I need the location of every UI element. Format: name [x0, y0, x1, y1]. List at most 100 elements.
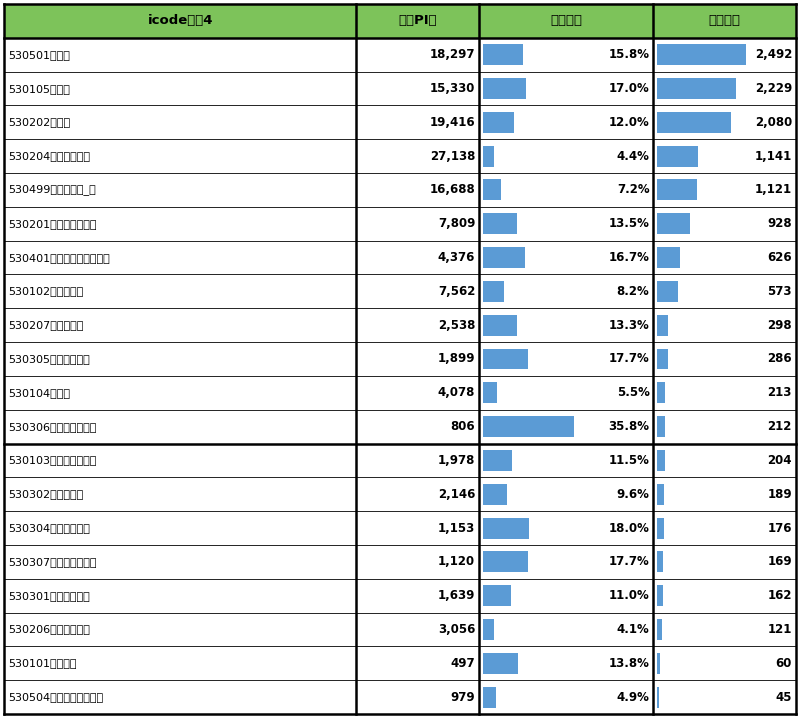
Bar [658, 551, 663, 572]
Bar [4, 72, 357, 106]
Text: 9.6%: 9.6% [617, 488, 650, 500]
Bar [658, 382, 665, 404]
Text: 19,416: 19,416 [430, 116, 475, 129]
Text: 298: 298 [767, 319, 792, 332]
Bar [357, 308, 479, 342]
Text: 18,297: 18,297 [430, 48, 475, 61]
Bar [357, 342, 479, 376]
Bar [4, 4, 357, 38]
Bar [483, 450, 512, 471]
Bar [479, 308, 654, 342]
Bar [658, 450, 665, 471]
Text: 4.4%: 4.4% [617, 149, 650, 163]
Bar [357, 444, 479, 477]
Bar [654, 38, 796, 72]
Text: 17.7%: 17.7% [609, 555, 650, 569]
Bar [654, 72, 796, 106]
Bar [357, 612, 479, 646]
Text: 1,978: 1,978 [438, 454, 475, 467]
Text: 7,809: 7,809 [438, 218, 475, 230]
Bar [479, 410, 654, 444]
Bar [483, 45, 523, 65]
Bar [357, 477, 479, 511]
Bar [4, 38, 357, 72]
Bar [357, 241, 479, 274]
Text: 12.0%: 12.0% [609, 116, 650, 129]
Text: 11.0%: 11.0% [609, 589, 650, 602]
Text: 204: 204 [767, 454, 792, 467]
Bar [357, 38, 479, 72]
Bar [483, 78, 526, 99]
Bar [654, 4, 796, 38]
Text: 530499：パン想菜_他: 530499：パン想菜_他 [8, 185, 96, 195]
Text: 530207：寿司丼物: 530207：寿司丼物 [8, 320, 83, 330]
Bar [4, 241, 357, 274]
Text: 3,056: 3,056 [438, 623, 475, 636]
Text: 573: 573 [767, 285, 792, 298]
Text: 1,141: 1,141 [754, 149, 792, 163]
Bar [357, 207, 479, 241]
Bar [658, 484, 664, 505]
Bar [357, 646, 479, 680]
Text: 530306：ラーメン想菜: 530306：ラーメン想菜 [8, 421, 96, 432]
Text: 497: 497 [450, 657, 475, 670]
Bar [4, 612, 357, 646]
Bar [654, 173, 796, 207]
Text: 17.7%: 17.7% [609, 353, 650, 365]
Bar [4, 477, 357, 511]
Bar [654, 207, 796, 241]
Bar [357, 511, 479, 545]
Text: 530102：おにぎり: 530102：おにぎり [8, 286, 83, 297]
Text: 1,899: 1,899 [438, 353, 475, 365]
Bar [483, 619, 494, 640]
Bar [479, 612, 654, 646]
Text: 45: 45 [775, 691, 792, 704]
Text: 530202：巻物: 530202：巻物 [8, 117, 70, 127]
Bar [654, 106, 796, 139]
Bar [658, 619, 662, 640]
Bar [479, 139, 654, 173]
Bar [658, 416, 665, 437]
Text: 530206：ちらし寿司: 530206：ちらし寿司 [8, 625, 90, 635]
Text: 169: 169 [767, 555, 792, 569]
Bar [483, 180, 502, 200]
Bar [479, 173, 654, 207]
Bar [479, 511, 654, 545]
Text: 60: 60 [776, 657, 792, 670]
Text: 対前年比: 対前年比 [550, 14, 582, 27]
Bar [357, 106, 479, 139]
Bar [654, 376, 796, 410]
Text: 530305：焼そば想菜: 530305：焼そば想菜 [8, 354, 90, 364]
Text: 8.2%: 8.2% [617, 285, 650, 298]
Bar [483, 348, 528, 370]
Bar [654, 139, 796, 173]
Bar [654, 342, 796, 376]
Text: 2,492: 2,492 [754, 48, 792, 61]
Bar [4, 410, 357, 444]
Bar [483, 112, 514, 133]
Text: 4.1%: 4.1% [617, 623, 650, 636]
Bar [479, 376, 654, 410]
Bar [357, 680, 479, 714]
Bar [658, 180, 698, 200]
Text: 1,153: 1,153 [438, 521, 475, 534]
Bar [654, 241, 796, 274]
Bar [4, 139, 357, 173]
Text: 530201：いなり・助六: 530201：いなり・助六 [8, 219, 97, 229]
Bar [654, 612, 796, 646]
Bar [4, 545, 357, 579]
Bar [658, 146, 698, 167]
Bar [654, 274, 796, 308]
Text: 530302：そば想菜: 530302：そば想菜 [8, 489, 83, 499]
Bar [4, 308, 357, 342]
Text: icode分類4: icode分類4 [147, 14, 213, 27]
Text: 530501：弁当: 530501：弁当 [8, 50, 70, 60]
Text: 2,080: 2,080 [754, 116, 792, 129]
Text: 530304：パスタ想菜: 530304：パスタ想菜 [8, 523, 90, 533]
Bar [4, 173, 357, 207]
Bar [4, 342, 357, 376]
Bar [483, 518, 529, 538]
Bar [483, 686, 496, 707]
Bar [357, 545, 479, 579]
Text: 4,078: 4,078 [438, 386, 475, 399]
